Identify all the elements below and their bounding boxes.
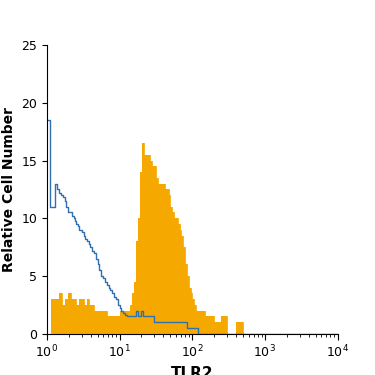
X-axis label: TLR2: TLR2 [171,366,213,375]
Y-axis label: Relative Cell Number: Relative Cell Number [2,107,16,272]
